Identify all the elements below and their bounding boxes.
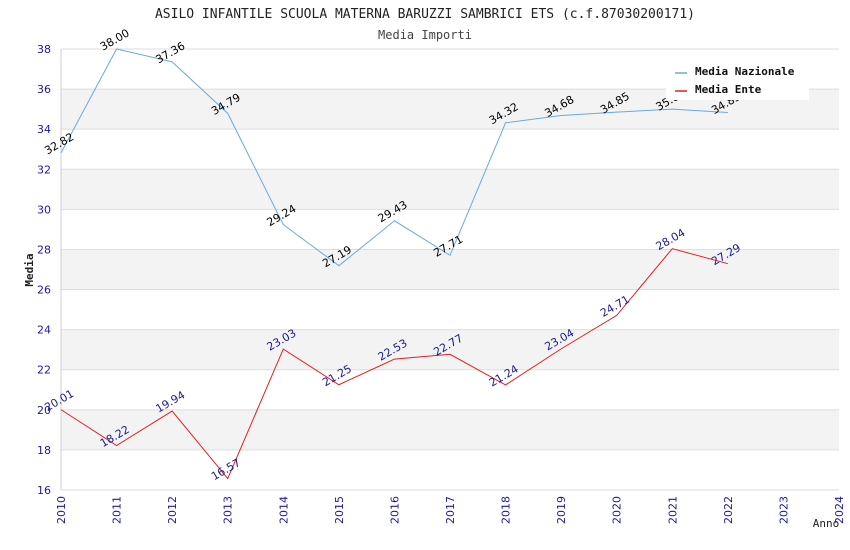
x-tick-label: 2011 [111,496,124,524]
grid-band [61,329,839,370]
grid-band [61,169,839,210]
x-tick-label: 2017 [444,496,457,524]
y-tick-label: 32 [37,163,51,176]
x-tick-label: 2021 [666,496,679,524]
grid-band [61,249,839,290]
y-tick-label: 16 [37,484,51,497]
chart-subtitle: Media Importi [378,28,472,42]
y-ticks: 16 18 20 22 24 26 28 30 32 34 36 38 [37,43,51,497]
x-tick-label: 2016 [388,496,401,524]
x-ticks: 2010 2011 2012 2013 2014 2015 2016 2017 2018 2019… [55,496,846,524]
legend: Media Nazionale Media Ente [666,58,809,100]
y-tick-label: 34 [37,123,51,136]
y-tick-label: 30 [37,203,51,216]
grid-bands [61,89,839,450]
y-tick-label: 20 [37,404,51,417]
series-layer [60,48,728,480]
y-tick-label: 24 [37,324,51,337]
x-tick-label: 2014 [277,496,290,524]
legend-label-media-nazionale: Media Nazionale [695,65,795,78]
y-tick-label: 28 [37,243,51,256]
x-tick-label: 2013 [222,496,235,524]
y-axis-label: Media [23,253,36,286]
x-axis-label: Anno [813,517,840,530]
chart-title: ASILO INFANTILE SCUOLA MATERNA BARUZZI S… [155,7,695,22]
legend-label-media-ente: Media Ente [695,83,762,96]
y-tick-label: 18 [37,444,51,457]
y-tick-label: 26 [37,284,51,297]
x-tick-label: 2024 [833,496,846,524]
y-tick-label: 36 [37,83,51,96]
x-tick-label: 2023 [777,496,790,524]
x-tick-label: 2020 [611,496,624,524]
y-tick-label: 22 [37,364,51,377]
x-tick-label: 2022 [722,496,735,524]
data-label: 37.36 [154,39,188,66]
x-tick-label: 2010 [55,496,68,524]
legend-background [666,58,809,100]
x-tick-label: 2019 [555,496,568,524]
x-tick-label: 2015 [333,496,346,524]
y-tick-label: 38 [37,43,51,56]
x-tick-label: 2012 [166,496,179,524]
grid-band [61,409,839,450]
data-label: 24.71 [598,293,632,320]
series-line-media-ente [60,248,728,480]
grid-lines [61,48,839,491]
x-tick-label: 2018 [500,496,513,524]
series-line-media-nazionale [60,48,728,267]
data-label: 16.57 [209,456,243,483]
